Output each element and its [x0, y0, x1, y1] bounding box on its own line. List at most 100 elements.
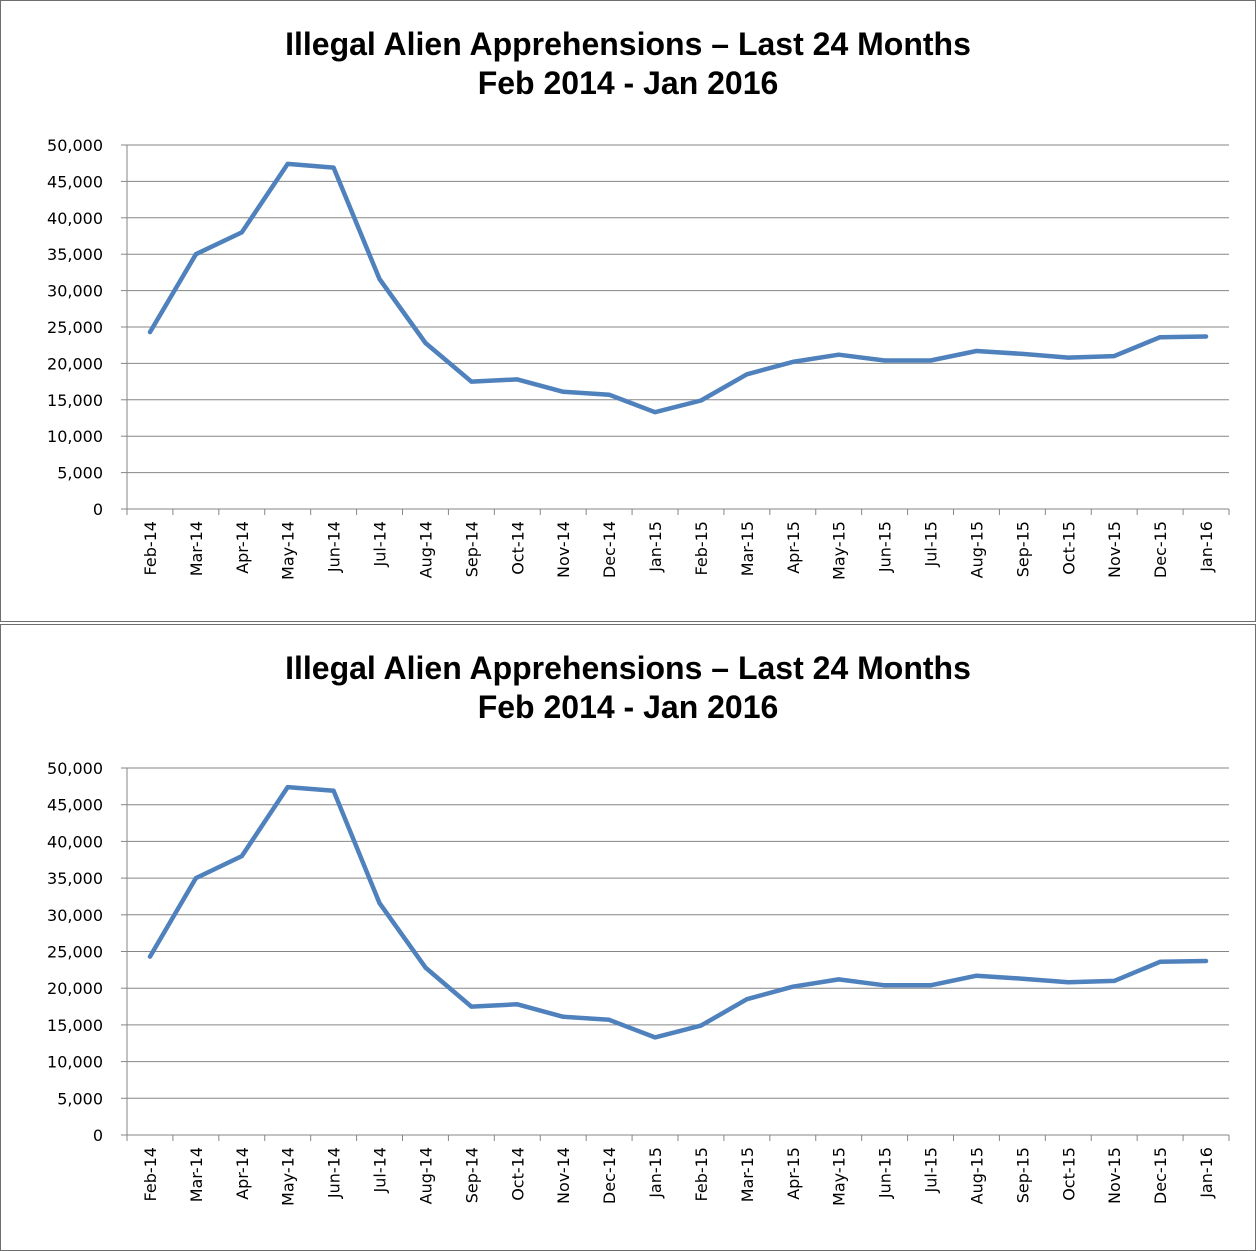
x-tick-label: Jun-15	[876, 1147, 895, 1199]
data-point	[193, 252, 198, 257]
data-point	[331, 788, 336, 793]
x-tick-label: Jan-15	[646, 1147, 665, 1199]
x-tick-label: Aug-15	[967, 1147, 986, 1204]
data-point	[882, 358, 887, 363]
x-tick-label: Jun-14	[325, 521, 344, 573]
y-tick-label: 35,000	[47, 245, 103, 264]
chart-subtitle: Feb 2014 - Jan 2016	[477, 689, 779, 725]
x-tick-label: Jan-15	[646, 521, 665, 573]
y-tick-label: 0	[93, 500, 103, 519]
y-tick-label: 5,000	[57, 464, 103, 483]
x-tick-label: Mar-15	[738, 1147, 757, 1202]
chart-title-block: Illegal Alien Apprehensions – Last 24 Mo…	[1, 649, 1255, 727]
data-point	[1112, 978, 1117, 983]
data-point	[698, 1023, 703, 1028]
chart-title-block: Illegal Alien Apprehensions – Last 24 Mo…	[1, 25, 1255, 103]
x-tick-label: Sep-15	[1013, 521, 1032, 577]
data-point	[377, 901, 382, 906]
x-tick-label: Mar-14	[187, 521, 206, 576]
x-tick-label: Sep-15	[1013, 1147, 1032, 1203]
y-tick-label: 50,000	[47, 136, 103, 155]
x-tick-label: May-14	[279, 521, 298, 580]
data-point	[1204, 959, 1209, 964]
data-point	[331, 165, 336, 170]
line-chart-plot: 0 5,000 10,000 15,000 20,000 25,000 30,000 35,0…	[47, 136, 1230, 580]
x-tick-label: Dec-14	[600, 521, 619, 578]
y-tick-label: 25,000	[47, 318, 103, 337]
data-point	[836, 977, 841, 982]
x-tick-label: Jan-16	[1197, 521, 1216, 573]
data-point	[515, 1002, 520, 1007]
x-tick-label: Dec-15	[1151, 521, 1170, 578]
y-tick-label: 25,000	[47, 943, 103, 962]
y-tick-label: 45,000	[47, 796, 103, 815]
series-line	[147, 161, 1209, 415]
data-point	[974, 349, 979, 354]
x-tick-label: Jul-15	[922, 521, 941, 567]
y-tick-label: 20,000	[47, 354, 103, 373]
chart-subtitle: Feb 2014 - Jan 2016	[477, 65, 779, 101]
y-tick-label: 15,000	[47, 391, 103, 410]
y-tick-label: 30,000	[47, 282, 103, 301]
x-tick-label: May-15	[830, 521, 849, 580]
chart-title: Illegal Alien Apprehensions – Last 24 Mo…	[285, 26, 971, 62]
x-tick-label: Dec-14	[600, 1147, 619, 1204]
data-point	[423, 341, 428, 346]
data-point	[561, 389, 566, 394]
data-point	[1066, 980, 1071, 985]
data-point	[285, 161, 290, 166]
x-tick-label: Oct-14	[508, 521, 527, 575]
x-tick-label: Feb-15	[692, 1147, 711, 1201]
x-tick-label: Jul-15	[922, 1147, 941, 1193]
x-tick-label: Feb-14	[141, 521, 160, 575]
data-point	[1158, 959, 1163, 964]
y-tick-label: 5,000	[57, 1089, 103, 1108]
y-tick-label: 30,000	[47, 906, 103, 925]
x-tick-label: Apr-15	[784, 1147, 803, 1200]
chart-title: Illegal Alien Apprehensions – Last 24 Mo…	[285, 650, 971, 686]
data-point	[423, 965, 428, 970]
data-point	[974, 973, 979, 978]
data-point	[790, 984, 795, 989]
data-point	[1158, 335, 1163, 340]
y-tick-label: 10,000	[47, 1053, 103, 1072]
chart-panel-2: Illegal Alien Apprehensions – Last 24 Mo…	[0, 624, 1256, 1251]
data-point	[469, 1004, 474, 1009]
x-tick-label: Apr-14	[233, 1147, 252, 1200]
x-tick-label: Oct-15	[1059, 521, 1078, 575]
data-point	[790, 359, 795, 364]
x-tick-label: Nov-15	[1105, 1147, 1124, 1204]
line-chart-plot: 0 5,000 10,000 15,000 20,000 25,000 30,000 35,0…	[47, 759, 1230, 1206]
data-point	[561, 1014, 566, 1019]
x-tick-label: Mar-15	[738, 521, 757, 576]
series-line	[147, 784, 1209, 1040]
data-point	[744, 997, 749, 1002]
data-point	[882, 983, 887, 988]
y-tick-label: 40,000	[47, 832, 103, 851]
x-tick-label: Nov-14	[554, 521, 573, 578]
x-tick-label: Oct-15	[1059, 1147, 1078, 1201]
data-point	[239, 854, 244, 859]
y-tick-label: 15,000	[47, 1016, 103, 1035]
y-tick-label: 50,000	[47, 759, 103, 778]
data-point	[928, 358, 933, 363]
data-point	[377, 276, 382, 281]
x-tick-label: Nov-15	[1105, 521, 1124, 578]
y-tick-label: 20,000	[47, 979, 103, 998]
data-point	[469, 379, 474, 384]
data-point	[928, 983, 933, 988]
x-tick-label: Jun-14	[325, 1147, 344, 1199]
x-tick-label: Aug-14	[416, 1147, 435, 1204]
data-point	[1020, 351, 1025, 356]
data-point	[653, 410, 658, 415]
x-tick-label: Nov-14	[554, 1147, 573, 1204]
data-point	[836, 352, 841, 357]
data-point	[698, 398, 703, 403]
x-tick-label: Oct-14	[508, 1147, 527, 1201]
x-tick-label: Feb-14	[141, 1147, 160, 1201]
x-tick-label: Apr-15	[784, 521, 803, 574]
x-tick-label: Jul-14	[371, 1147, 390, 1193]
y-tick-label: 0	[93, 1126, 103, 1145]
data-point	[147, 330, 152, 335]
data-point	[607, 392, 612, 397]
